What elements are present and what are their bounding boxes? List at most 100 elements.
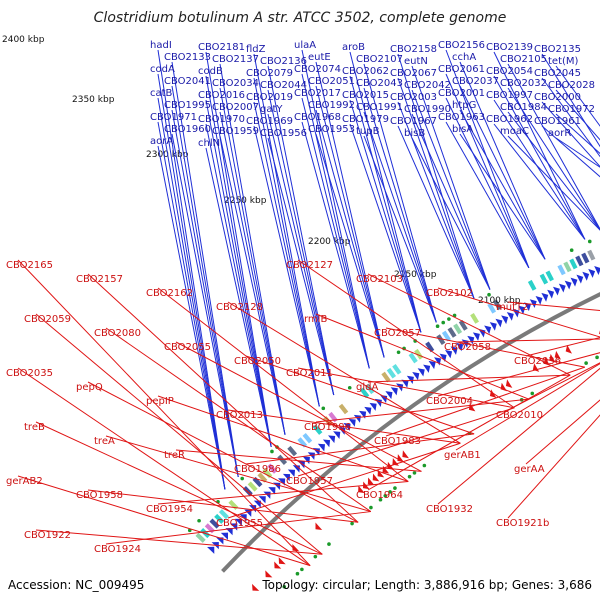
forward-label-leader bbox=[157, 121, 226, 490]
forward-gene-label: CBO2079 bbox=[246, 68, 293, 79]
forward-gene-arrow bbox=[287, 469, 296, 477]
forward-gene-arrow bbox=[216, 537, 224, 545]
reverse-gene-label: CBO2080 bbox=[94, 328, 141, 339]
forward-gene-label: CBO2045 bbox=[534, 68, 581, 79]
forward-gene-arrow bbox=[552, 286, 560, 296]
reverse-gene-label: gerAB1 bbox=[444, 450, 481, 461]
forward-gene-label: CBO1963 bbox=[438, 112, 485, 123]
annotation-block bbox=[359, 387, 370, 399]
forward-gene-arrow bbox=[558, 283, 566, 293]
forward-label-leader bbox=[157, 97, 226, 490]
forward-label-leader bbox=[349, 75, 422, 333]
forward-label-leader bbox=[507, 87, 600, 231]
forward-gene-arrow bbox=[369, 402, 377, 411]
forward-gene-arrow bbox=[230, 523, 238, 531]
reverse-label-leader bbox=[157, 480, 409, 505]
forward-gene-arrow bbox=[501, 315, 509, 325]
forward-gene-arrow bbox=[472, 332, 480, 341]
reverse-gene-label: CBO2050 bbox=[234, 356, 281, 367]
track-dot bbox=[327, 542, 331, 546]
forward-gene-label: CBO2133 bbox=[164, 52, 211, 63]
forward-gene-label: CBO2001 bbox=[438, 88, 485, 99]
forward-gene-label: hadI bbox=[150, 40, 172, 51]
forward-gene-arrow bbox=[547, 289, 555, 299]
reverse-gene-label: gerAB2 bbox=[6, 476, 43, 487]
forward-gene-arrow bbox=[478, 328, 486, 338]
reverse-gene-arrow bbox=[274, 561, 282, 569]
reverse-gene-label: CBO2036 bbox=[514, 356, 561, 367]
reverse-gene-label: CBO1958 bbox=[76, 490, 123, 501]
reverse-gene-label: CBO2165 bbox=[6, 260, 53, 271]
track-dot bbox=[347, 385, 352, 390]
reverse-label-leader bbox=[87, 489, 359, 523]
annotation-block bbox=[381, 371, 391, 383]
forward-gene-label: CBO1995 bbox=[164, 100, 211, 111]
forward-label-leader bbox=[267, 89, 335, 396]
forward-label-leader bbox=[157, 73, 226, 490]
annotation-block bbox=[575, 255, 584, 267]
forward-label-leader bbox=[493, 51, 586, 240]
forward-label-leader bbox=[363, 87, 437, 323]
reverse-label-leader bbox=[105, 511, 371, 545]
forward-gene-label: eutN bbox=[404, 56, 428, 67]
forward-gene-label: CBO1971 bbox=[150, 112, 197, 123]
map-title: Clostridium botulinum A str. ATCC 3502, … bbox=[93, 10, 507, 26]
forward-label-leader bbox=[205, 123, 272, 447]
reverse-gene-label: CBO1955 bbox=[216, 518, 263, 529]
forward-gene-arrow bbox=[234, 518, 243, 526]
reverse-label-leader bbox=[507, 362, 600, 411]
annotation-block bbox=[539, 273, 549, 285]
forward-gene-label: CBO1968 bbox=[294, 112, 341, 123]
forward-gene-label: CBO2054 bbox=[486, 66, 533, 77]
forward-gene-arrow bbox=[328, 435, 336, 444]
forward-gene-arrow bbox=[564, 280, 572, 290]
reverse-gene-label: rmlB bbox=[304, 314, 327, 325]
forward-gene-arrow bbox=[570, 277, 578, 287]
forward-gene-label: htpG bbox=[452, 100, 476, 111]
reverse-gene-label: CBO2157 bbox=[76, 274, 123, 285]
forward-gene-label: CBO1962 bbox=[486, 114, 533, 125]
forward-label-leader bbox=[541, 101, 600, 168]
forward-gene-arrow bbox=[506, 312, 514, 321]
forward-gene-label: CBO1967 bbox=[390, 116, 437, 127]
reverse-gene-label: CBO2011 bbox=[286, 368, 333, 379]
track-dot bbox=[383, 493, 388, 498]
forward-label-leader bbox=[397, 125, 475, 300]
track-dot bbox=[447, 317, 451, 321]
forward-label-leader bbox=[349, 123, 422, 333]
reverse-label-leader bbox=[437, 352, 600, 397]
forward-label-leader bbox=[445, 73, 530, 269]
track-dot bbox=[584, 361, 588, 365]
annotation-block bbox=[277, 454, 288, 465]
reverse-gene-label: CBO2102 bbox=[426, 288, 473, 299]
forward-gene-label: CBO2061 bbox=[438, 64, 485, 75]
forward-label-leader bbox=[493, 123, 586, 240]
annotation-block bbox=[453, 323, 463, 335]
reverse-gene-arrow bbox=[565, 344, 572, 354]
forward-gene-label: CBO2042 bbox=[404, 80, 451, 91]
reverse-gene-label: CBO2128 bbox=[216, 302, 263, 313]
annotation-block bbox=[267, 463, 278, 474]
forward-gene-arrow bbox=[428, 360, 436, 370]
forward-gene-label: CBO1972 bbox=[548, 104, 595, 115]
forward-label-leader bbox=[411, 89, 491, 290]
reverse-gene-arrow bbox=[554, 350, 562, 360]
forward-gene-label: CBO2019 bbox=[246, 92, 293, 103]
forward-gene-arrow bbox=[406, 375, 414, 384]
annotation-block bbox=[587, 249, 596, 261]
reverse-label-leader bbox=[175, 449, 422, 472]
forward-label-leader bbox=[411, 137, 491, 290]
forward-label-leader bbox=[507, 135, 600, 231]
forward-label-leader bbox=[555, 113, 600, 155]
reverse-gene-arrow bbox=[402, 450, 409, 459]
annotation-block bbox=[425, 341, 435, 353]
reverse-label-leader bbox=[35, 421, 323, 555]
reverse-label-leader bbox=[227, 301, 461, 444]
annotation-block bbox=[581, 252, 590, 264]
track-dot bbox=[369, 505, 373, 510]
forward-gene-arrow bbox=[495, 318, 503, 328]
genome-backbone bbox=[221, 292, 600, 573]
reverse-label-leader bbox=[385, 327, 585, 368]
reverse-label-leader bbox=[297, 367, 515, 409]
